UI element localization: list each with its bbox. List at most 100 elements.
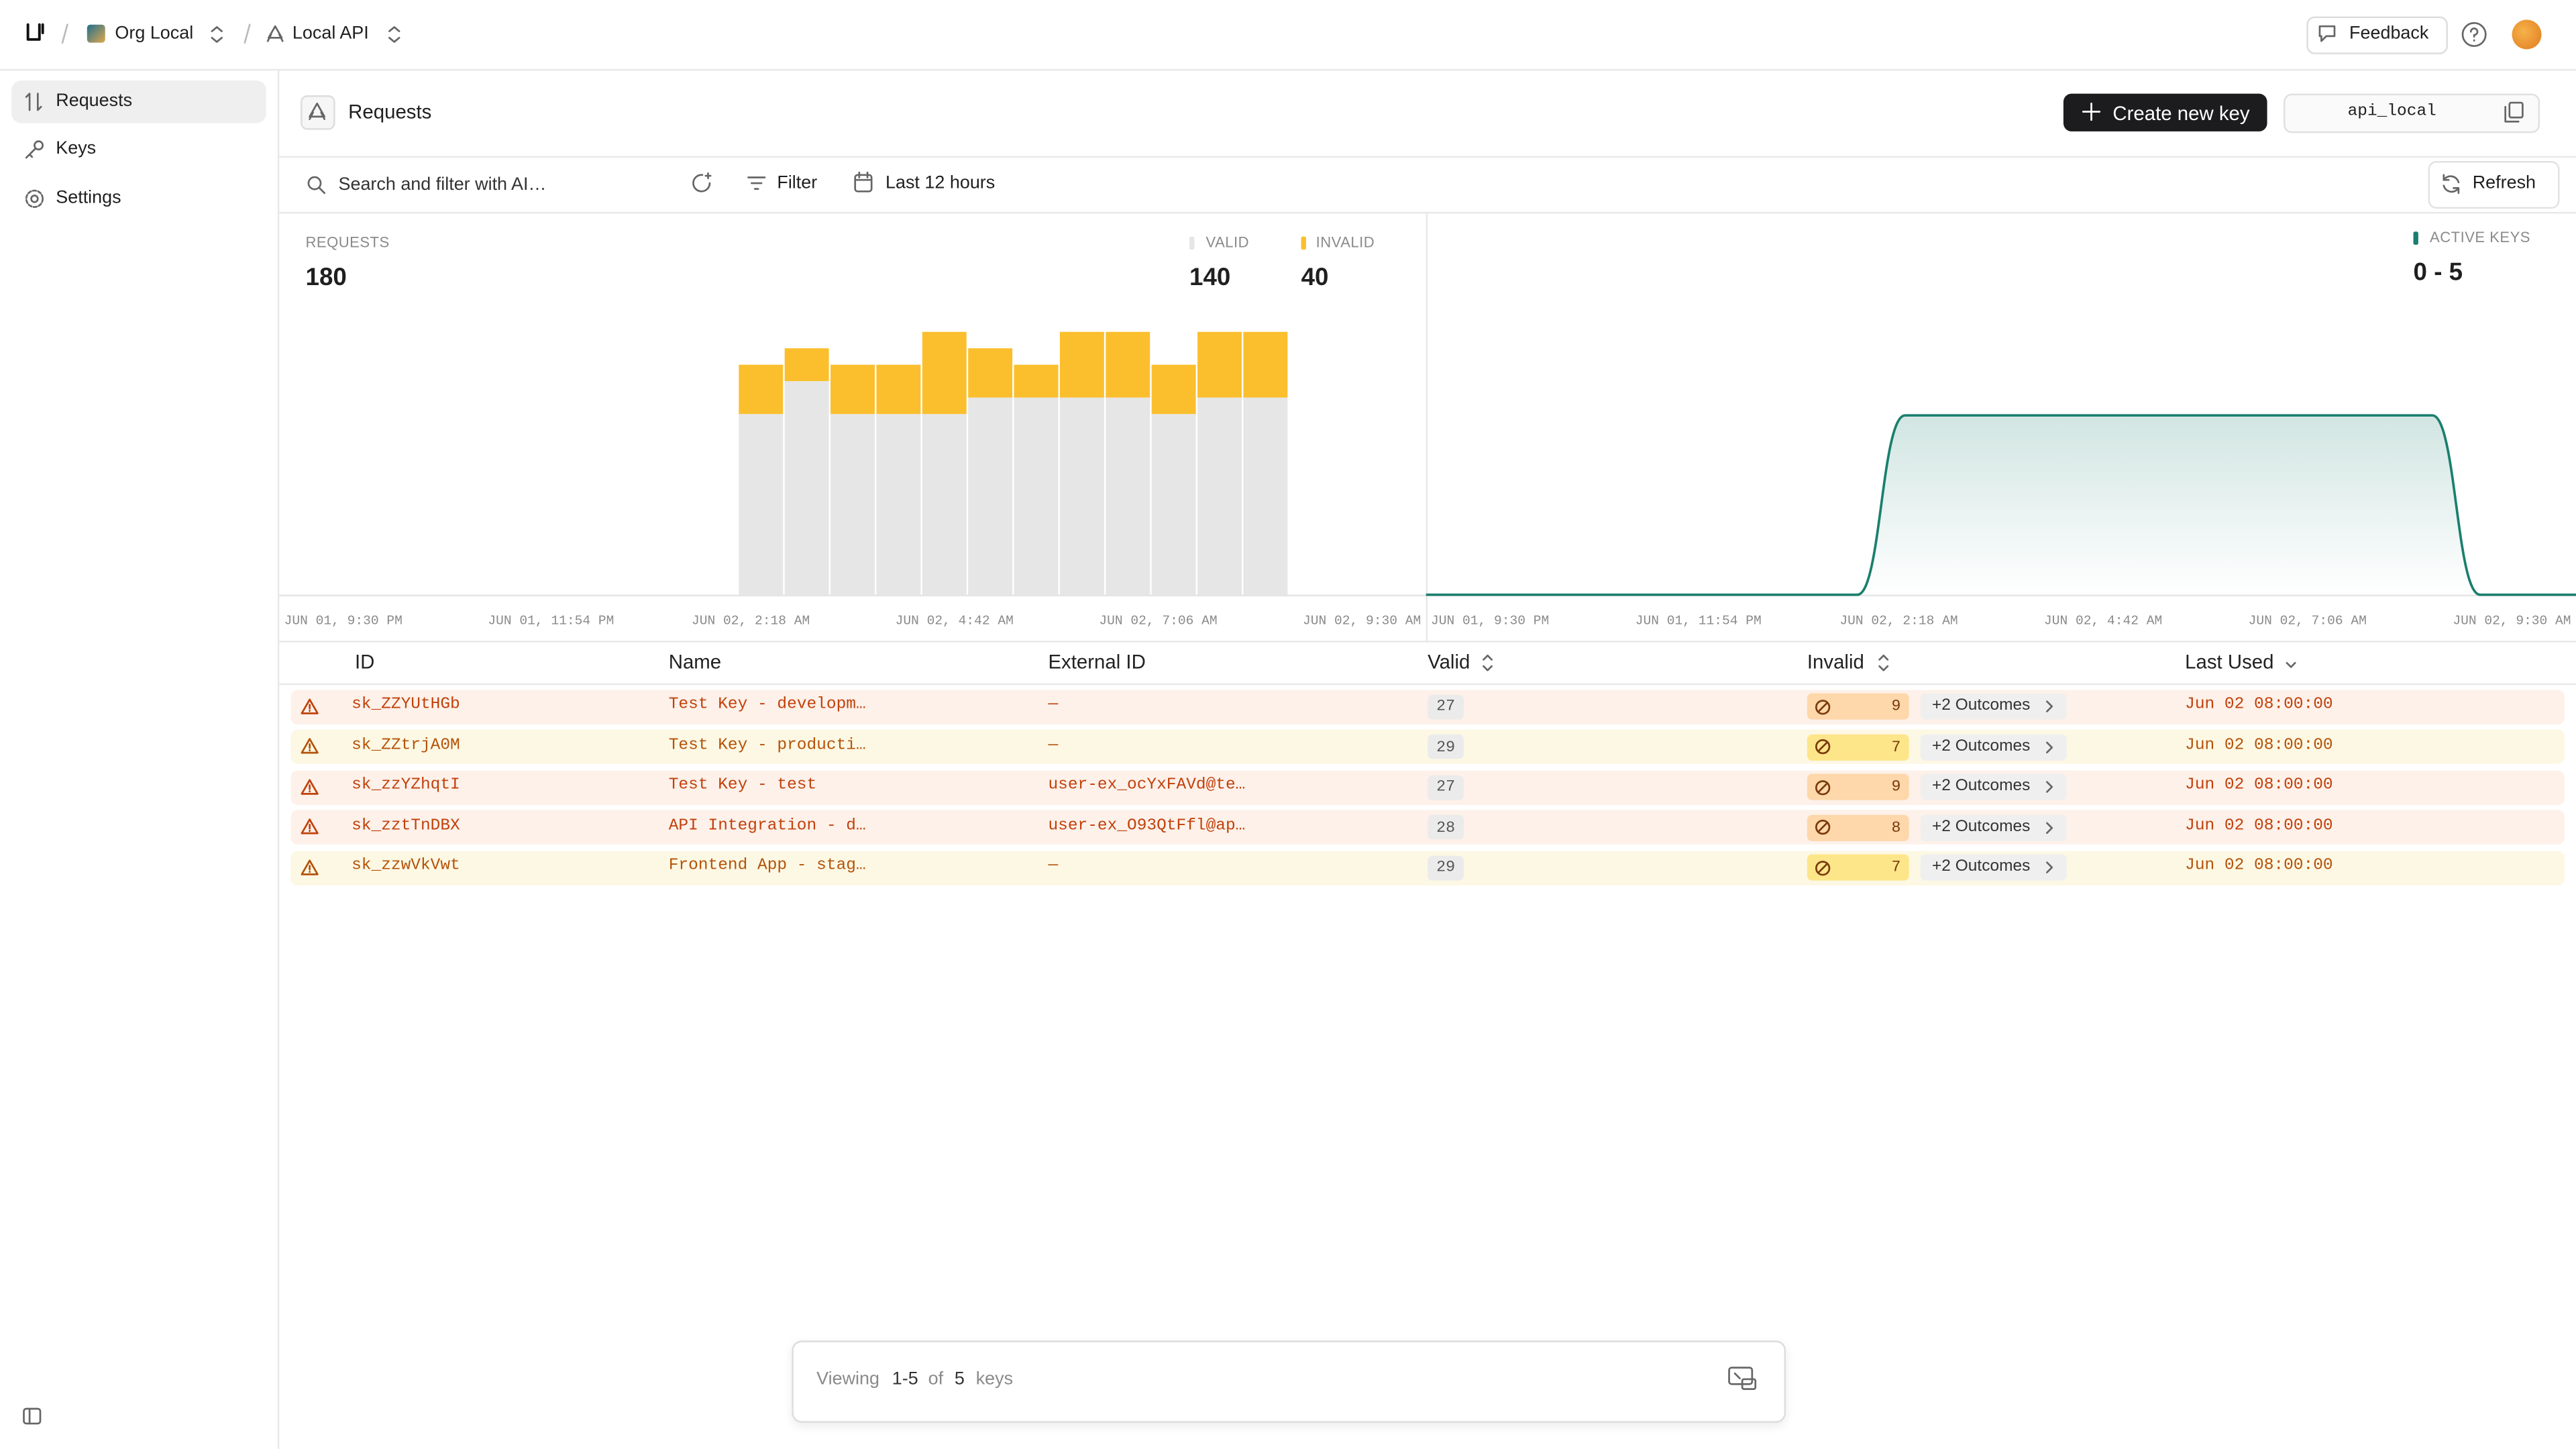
legend-marker xyxy=(2413,231,2418,245)
ai-icon[interactable] xyxy=(692,172,713,194)
x-tick-label: JUN 02, 7:06 AM xyxy=(2249,614,2367,629)
bar-segment xyxy=(1243,397,1288,595)
chart-title: ACTIVE KEYS xyxy=(2430,229,2530,246)
outcomes-button[interactable] xyxy=(1920,814,2067,841)
warning-icon xyxy=(301,818,319,835)
x-tick-label: JUN 01, 9:30 PM xyxy=(284,614,402,629)
keys-icon xyxy=(25,140,44,159)
outcomes-button[interactable] xyxy=(1920,733,2067,760)
bar-segment xyxy=(739,364,784,415)
feedback-button[interactable] xyxy=(2306,16,2448,54)
feedback-label[interactable]: Feedback xyxy=(2349,23,2429,44)
nav-item[interactable]: Keys xyxy=(56,138,97,159)
bar-segment xyxy=(968,348,1013,398)
bar-segment xyxy=(1197,331,1242,398)
filter-icon xyxy=(747,176,766,190)
collapse-sidebar[interactable] xyxy=(23,1407,42,1425)
total-requests: 180 xyxy=(305,264,347,292)
logo[interactable] xyxy=(26,23,46,44)
outcomes-label[interactable]: +2 Outcomes xyxy=(1932,696,2031,715)
chart-title: REQUESTS xyxy=(305,233,390,251)
nav-item[interactable]: Settings xyxy=(56,188,121,208)
footer-text: keys xyxy=(975,1369,1014,1389)
requests-chart: JUN 01, 9:30 PM JUN 01, 11:54 PM JUN 02, 2… xyxy=(279,331,1426,629)
warning-icon xyxy=(301,859,319,875)
create-key-label[interactable]: Create new key xyxy=(2112,101,2250,124)
table-border xyxy=(279,683,2576,686)
refresh-label[interactable]: Refresh xyxy=(2472,173,2536,193)
calendar-icon xyxy=(854,171,873,193)
last-used: Jun 02 08:00:00 xyxy=(2185,737,2333,755)
bar-segment xyxy=(1059,397,1104,595)
chevron-icon xyxy=(2046,741,2053,753)
column-header: External ID xyxy=(1048,650,1146,674)
valid-badge xyxy=(1428,814,1464,840)
page-icon xyxy=(301,95,335,130)
bar-segment xyxy=(922,331,967,415)
settings-icon xyxy=(25,189,44,208)
ban-icon xyxy=(1815,859,1831,875)
valid-count: 27 xyxy=(1436,696,1456,715)
nav-active xyxy=(11,80,266,123)
time-range[interactable]: Last 12 hours xyxy=(885,173,996,193)
refresh-button[interactable] xyxy=(2428,161,2560,209)
legend-label: VALID xyxy=(1205,233,1250,251)
outcomes-label[interactable]: +2 Outcomes xyxy=(1932,857,2031,876)
bar-segment xyxy=(739,414,784,595)
invalid-count: 7 xyxy=(1891,737,1901,755)
api-switch[interactable] xyxy=(388,26,401,43)
help-icon[interactable] xyxy=(2461,21,2487,48)
api-id-box[interactable] xyxy=(2284,93,2540,133)
ban-icon xyxy=(1815,739,1831,755)
separator xyxy=(61,23,68,44)
org-switch[interactable] xyxy=(210,26,223,43)
bar-segment xyxy=(1059,331,1104,398)
legend-total: 40 xyxy=(1301,264,1329,292)
outcomes-button[interactable] xyxy=(1920,693,2067,720)
search-input[interactable]: Search and filter with AI… xyxy=(338,174,547,194)
avatar[interactable] xyxy=(2512,19,2542,50)
last-used: Jun 02 08:00:00 xyxy=(2185,696,2333,715)
plus-icon xyxy=(2082,102,2101,121)
sort-icon xyxy=(2286,661,2296,668)
bar-segment xyxy=(876,414,921,595)
warning-icon xyxy=(301,698,319,714)
last-used: Jun 02 08:00:00 xyxy=(2185,817,2333,836)
valid-count: 27 xyxy=(1436,777,1456,796)
invalid-badge xyxy=(1807,733,1909,760)
org-icon xyxy=(87,24,105,43)
external-id: user-ex_O93QtFfl@ap… xyxy=(1048,817,1246,836)
valid-badge xyxy=(1428,774,1464,800)
outcomes-button[interactable] xyxy=(1920,854,2067,881)
bar-segment xyxy=(1106,331,1150,398)
x-tick-label: JUN 02, 4:42 AM xyxy=(896,614,1014,629)
nav-item[interactable]: Requests xyxy=(56,91,133,111)
org-name[interactable]: Org Local xyxy=(115,23,194,44)
api-id[interactable]: api_local xyxy=(2347,103,2436,121)
sort-icon[interactable] xyxy=(1878,654,1889,672)
bar-segment xyxy=(922,414,967,595)
footer-icon[interactable] xyxy=(1728,1366,1758,1392)
invalid-badge xyxy=(1807,814,1909,841)
invalid-count: 7 xyxy=(1891,857,1901,876)
valid-badge xyxy=(1428,855,1464,880)
x-tick-label: JUN 01, 9:30 PM xyxy=(1431,614,1549,629)
outcomes-label[interactable]: +2 Outcomes xyxy=(1932,777,2031,796)
x-tick-label: JUN 02, 2:18 AM xyxy=(692,614,810,629)
sort-icon[interactable] xyxy=(1482,654,1493,672)
warning-icon xyxy=(301,738,319,754)
external-id: — xyxy=(1048,696,1059,715)
row-background xyxy=(290,729,2565,764)
outcomes-button[interactable] xyxy=(1920,773,2067,800)
api-name[interactable]: Local API xyxy=(292,23,369,44)
outcomes-label[interactable]: +2 Outcomes xyxy=(1932,817,2031,836)
requests-icon xyxy=(25,93,42,111)
copy-icon[interactable] xyxy=(2504,101,2524,123)
filter-button[interactable]: Filter xyxy=(777,173,818,193)
outcomes-label[interactable]: +2 Outcomes xyxy=(1932,737,2031,755)
footer-total: 5 xyxy=(954,1369,965,1389)
row-background xyxy=(290,850,2565,885)
bar-segment xyxy=(784,348,829,382)
bar-segment xyxy=(1151,364,1196,415)
